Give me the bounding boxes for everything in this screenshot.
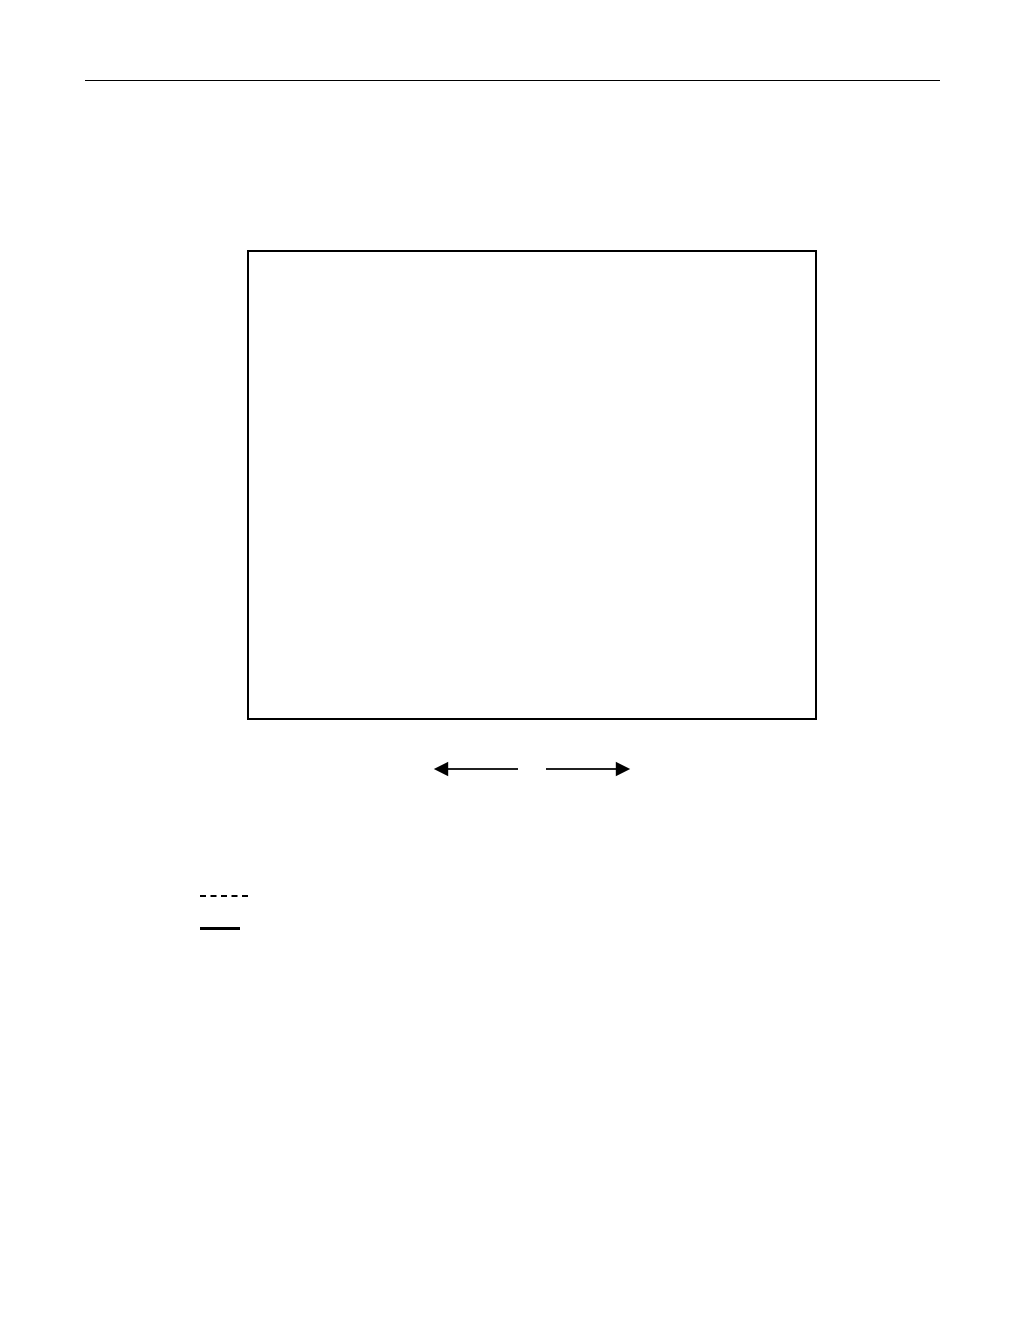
legend	[200, 895, 260, 960]
legend-solid-swatch-icon	[200, 927, 240, 930]
axis-right-arrow-icon	[536, 761, 631, 777]
axis-left-arrow-icon	[433, 761, 528, 777]
legend-row-solid	[200, 927, 260, 930]
x-axis-label-row	[247, 755, 817, 783]
header-rule	[85, 80, 940, 81]
page-header	[0, 54, 1024, 84]
plot-area	[247, 250, 817, 720]
chart	[247, 250, 817, 810]
legend-row-dashed	[200, 895, 260, 897]
plot-svg	[249, 252, 819, 722]
legend-dashed-swatch-icon	[200, 895, 248, 897]
